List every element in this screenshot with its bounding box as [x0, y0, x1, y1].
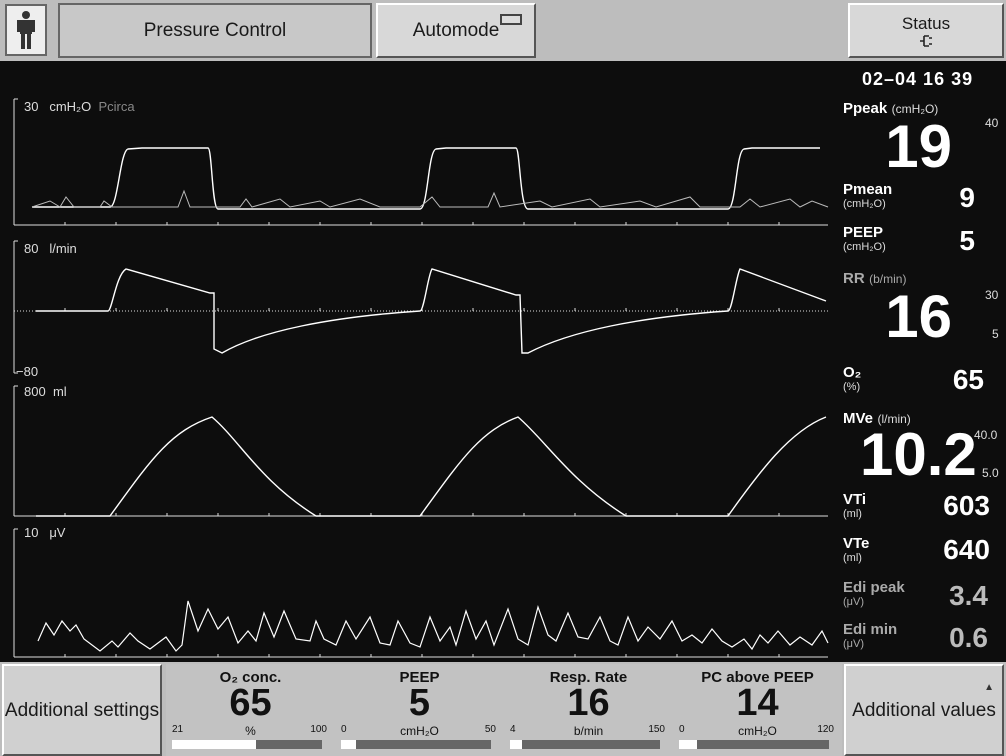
peep-measured-value: 5	[959, 225, 975, 256]
additional-settings-button[interactable]: Additional settings	[2, 664, 162, 756]
setting-max: 120	[817, 724, 834, 735]
edi-waveform	[37, 600, 829, 652]
automode-indicator	[500, 14, 522, 25]
mve-alarm-low: 5.0	[982, 466, 999, 480]
vte-value: 640	[943, 534, 990, 565]
status-button[interactable]: Status	[848, 3, 1004, 58]
setting-min: 21	[172, 724, 184, 735]
rr-alarm-high: 30	[985, 288, 999, 302]
chevron-up-icon: ▲	[984, 682, 994, 693]
date-time: 02–04 16 39	[862, 69, 974, 89]
pressure-waveform	[32, 147, 820, 210]
vte-label: VTe (ml)	[843, 535, 870, 564]
edi-peak-value: 3.4	[949, 580, 988, 611]
resp-rate-setting[interactable]: Resp. Rate 16 4 b/min 150	[504, 664, 673, 756]
setting-level-fill	[679, 740, 697, 749]
setting-unit: cmH₂O	[738, 724, 777, 738]
waveform-area	[13, 98, 829, 658]
ppeak-alarm-high: 40	[985, 116, 999, 130]
setting-name: Resp. Rate	[549, 669, 628, 686]
edi-scale-label: 10 μV	[24, 525, 66, 540]
setting-name: PEEP	[399, 669, 440, 686]
setting-value: 16	[567, 682, 610, 724]
ppeak-value: 19	[885, 113, 952, 180]
setting-value: 5	[408, 682, 431, 724]
o2-measured-value: 65	[952, 364, 984, 395]
plug-icon	[920, 35, 932, 47]
pmean-value: 9	[959, 182, 975, 213]
setting-value: 14	[736, 682, 779, 724]
additional-values-button[interactable]: Additional values ▲	[844, 664, 1004, 756]
setting-name: PC above PEEP	[701, 669, 814, 686]
automode-button[interactable]: Automode	[376, 3, 536, 58]
pressure-scale-label: 30 cmH₂O Pcirca	[24, 99, 135, 114]
setting-level-fill	[510, 740, 522, 749]
ventilation-mode-button[interactable]: Pressure Control	[58, 3, 372, 58]
setting-level-bar	[510, 740, 660, 749]
edi-peak-label: Edi peak (μV)	[843, 579, 905, 608]
vti-value: 603	[943, 490, 990, 521]
setting-level-fill	[341, 740, 356, 749]
flow-scale-bottom-label: −80	[16, 364, 39, 379]
adult-patient-icon	[17, 11, 35, 49]
status-label: Status	[901, 14, 951, 33]
rr-alarm-low: 5	[992, 327, 999, 341]
volume-waveform	[36, 416, 827, 517]
setting-level-bar	[341, 740, 491, 749]
setting-level-bar	[172, 740, 322, 749]
setting-max: 50	[484, 724, 496, 735]
setting-unit: cmH₂O	[400, 724, 439, 738]
setting-min: 4	[510, 724, 516, 735]
edi-min-label: Edi min (μV)	[843, 621, 898, 650]
setting-name: O₂ conc.	[219, 669, 282, 686]
direct-settings-panel: O₂ conc. 65 21 % 100 PEEP 5 0 cmH₂O 50 R…	[166, 664, 842, 756]
mve-alarm-high: 40.0	[974, 428, 998, 442]
peep-measured-label: PEEP (cmH₂O)	[843, 224, 886, 253]
pc-above-peep-setting[interactable]: PC above PEEP 14 0 cmH₂O 120	[673, 664, 842, 756]
volume-scale-label: 800 ml	[24, 384, 67, 399]
setting-level-fill	[172, 740, 256, 749]
setting-unit: %	[245, 724, 256, 738]
mve-value: 10.2	[860, 421, 977, 488]
patient-category-button[interactable]	[5, 4, 47, 56]
setting-min: 0	[341, 724, 347, 735]
setting-min: 0	[679, 724, 685, 735]
setting-max: 150	[648, 724, 665, 735]
rr-value: 16	[885, 283, 952, 350]
additional-values-label: Additional values	[852, 699, 996, 721]
flow-waveform	[36, 268, 827, 354]
mve-label: MVe (l/min)	[843, 410, 911, 427]
pmean-label: Pmean (cmH₂O)	[843, 181, 893, 210]
flow-scale-label: 80 l/min	[24, 241, 77, 256]
edi-min-value: 0.6	[949, 622, 988, 653]
automode-label: Automode	[412, 19, 500, 41]
pressure-axis	[13, 98, 18, 225]
flow-axis	[13, 240, 18, 374]
setting-value: 65	[229, 682, 272, 724]
volume-axis	[13, 385, 18, 516]
edi-overlay-waveform	[31, 189, 829, 208]
edi-axis	[13, 528, 18, 657]
setting-unit: b/min	[573, 724, 604, 738]
rr-label: RR (b/min)	[843, 270, 907, 287]
vti-label: VTi (ml)	[843, 491, 867, 520]
setting-max: 100	[310, 724, 327, 735]
o2-conc-setting[interactable]: O₂ conc. 65 21 % 100	[166, 664, 335, 756]
ppeak-label: Ppeak (cmH₂O)	[843, 100, 939, 117]
setting-level-bar	[679, 740, 829, 749]
peep-setting[interactable]: PEEP 5 0 cmH₂O 50	[335, 664, 504, 756]
o2-measured-label: O₂ (%)	[843, 364, 862, 393]
